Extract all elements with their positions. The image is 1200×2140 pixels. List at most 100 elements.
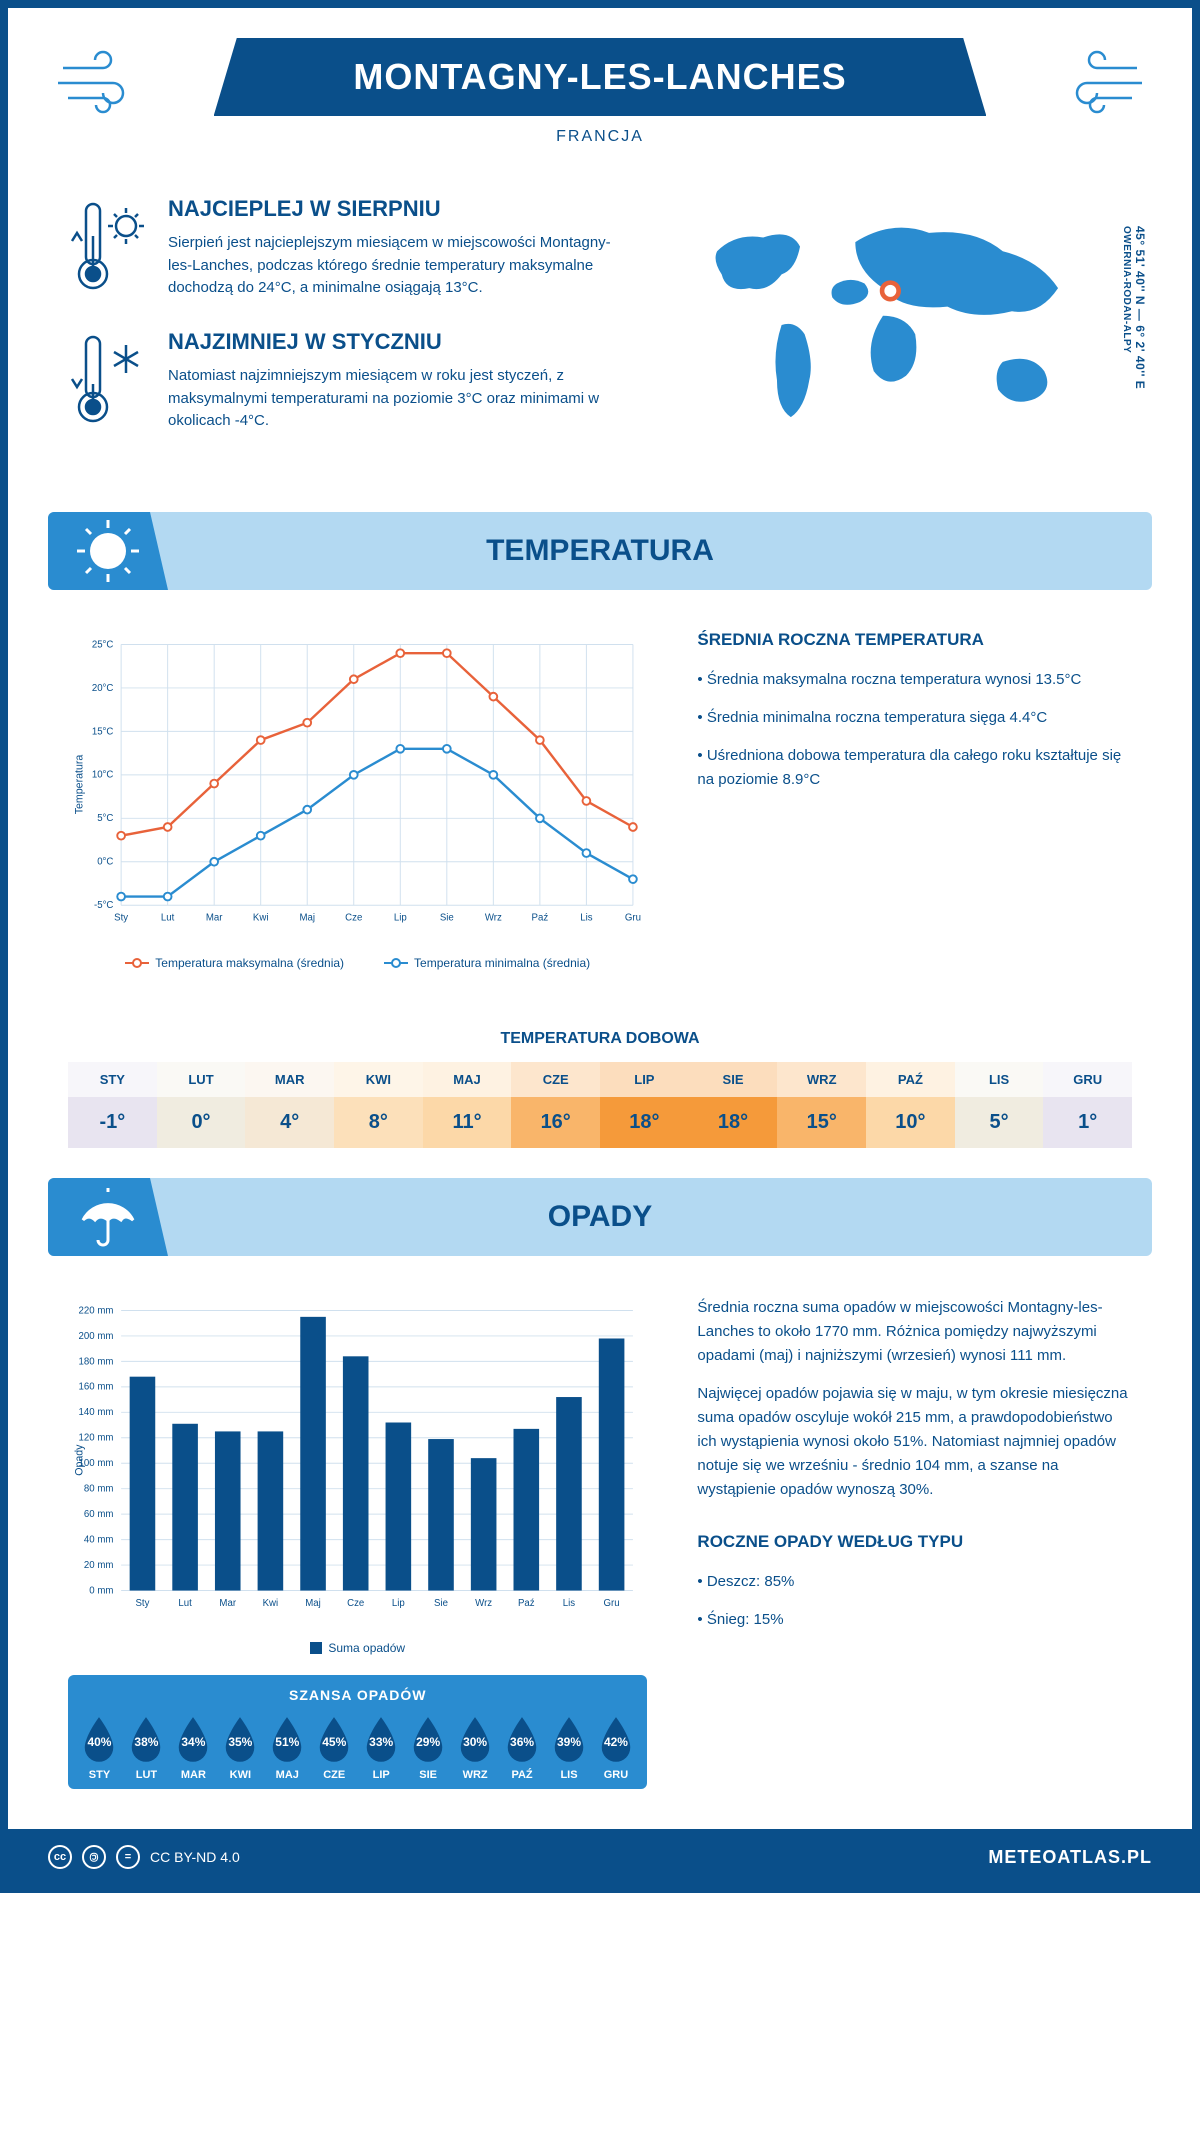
coldest-block: NAJZIMNIEJ W STYCZNIU Natomiast najzimni… — [68, 329, 631, 434]
daily-cell: MAJ11° — [423, 1062, 512, 1148]
sun-icon — [48, 512, 168, 590]
drop-icon: 33% — [362, 1715, 400, 1763]
daily-month: GRU — [1043, 1062, 1132, 1097]
svg-text:180 mm: 180 mm — [79, 1356, 114, 1367]
by-icon: 🄯 — [82, 1845, 106, 1869]
chance-month: LUT — [123, 1769, 170, 1781]
warmest-text: NAJCIEPLEJ W SIERPNIU Sierpień jest najc… — [168, 196, 631, 301]
chance-value: 42% — [604, 1735, 628, 1749]
precip-summary: Średnia roczna suma opadów w miejscowośc… — [697, 1296, 1132, 1789]
temp-bullet: • Uśredniona dobowa temperatura dla całe… — [697, 744, 1132, 792]
chance-month: SIE — [405, 1769, 452, 1781]
drop-icon: 38% — [127, 1715, 165, 1763]
svg-text:200 mm: 200 mm — [79, 1331, 114, 1342]
svg-text:Temperatura: Temperatura — [73, 755, 85, 815]
temp-bullet: • Średnia maksymalna roczna temperatura … — [697, 668, 1132, 692]
drop-icon: 35% — [221, 1715, 259, 1763]
daily-cell: WRZ15° — [777, 1062, 866, 1148]
precip-type-title: ROCZNE OPADY WEDŁUG TYPU — [697, 1532, 1132, 1552]
drop-icon: 30% — [456, 1715, 494, 1763]
svg-text:Lis: Lis — [580, 913, 593, 924]
chance-month: WRZ — [452, 1769, 499, 1781]
chance-value: 38% — [134, 1735, 158, 1749]
precip-chart-col: 0 mm20 mm40 mm60 mm80 mm100 mm120 mm140 … — [68, 1296, 647, 1789]
daily-cell: LIS5° — [955, 1062, 1044, 1148]
page: MONTAGNY-LES-LANCHES FRANCJA NAJCIEPLEJ … — [0, 0, 1200, 1893]
chance-value: 30% — [463, 1735, 487, 1749]
precip-title: OPADY — [548, 1200, 652, 1233]
temp-bullet: • Średnia minimalna roczna temperatura s… — [697, 706, 1132, 730]
svg-text:20 mm: 20 mm — [84, 1560, 113, 1571]
chance-title: SZANSA OPADÓW — [76, 1687, 639, 1703]
chance-month: STY — [76, 1769, 123, 1781]
coldest-title: NAJZIMNIEJ W STYCZNIU — [168, 329, 631, 355]
svg-text:25°C: 25°C — [92, 639, 114, 650]
daily-temp-table: STY-1°LUT0°MAR4°KWI8°MAJ11°CZE16°LIP18°S… — [68, 1062, 1132, 1148]
chance-value: 45% — [322, 1735, 346, 1749]
chance-cell: 29% SIE — [405, 1715, 452, 1781]
svg-text:Sty: Sty — [114, 913, 128, 924]
svg-text:Kwi: Kwi — [253, 913, 269, 924]
daily-temp-title: TEMPERATURA DOBOWA — [8, 1030, 1192, 1048]
svg-text:15°C: 15°C — [92, 726, 114, 737]
chance-cell: 45% CZE — [311, 1715, 358, 1781]
chance-box: SZANSA OPADÓW 40%STY38%LUT34%MAR35%KWI51… — [68, 1675, 647, 1789]
daily-cell: STY-1° — [68, 1062, 157, 1148]
chance-month: LIP — [358, 1769, 405, 1781]
daily-month: CZE — [511, 1062, 600, 1097]
temp-chart-svg: -5°C0°C5°C10°C15°C20°C25°CStyLutMarKwiMa… — [68, 630, 647, 939]
daily-value: 11° — [423, 1097, 512, 1148]
svg-text:0°C: 0°C — [97, 857, 113, 868]
daily-month: SIE — [689, 1062, 778, 1097]
svg-text:Opady: Opady — [73, 1444, 85, 1476]
daily-cell: PAŹ10° — [866, 1062, 955, 1148]
daily-value: 18° — [689, 1097, 778, 1148]
thermometer-snow-icon — [68, 329, 148, 434]
svg-text:Lut: Lut — [178, 1598, 192, 1609]
daily-cell: MAR4° — [245, 1062, 334, 1148]
precip-body: 0 mm20 mm40 mm60 mm80 mm100 mm120 mm140 … — [8, 1256, 1192, 1829]
daily-value: 18° — [600, 1097, 689, 1148]
svg-text:160 mm: 160 mm — [79, 1382, 114, 1393]
svg-text:5°C: 5°C — [97, 813, 113, 824]
region-text: OWERNIA-RODAN-ALPY — [1121, 226, 1132, 353]
daily-value: 4° — [245, 1097, 334, 1148]
legend-max: .legend-item:nth-child(1) .legend-swatch… — [125, 956, 344, 970]
chance-cell: 33% LIP — [358, 1715, 405, 1781]
chance-month: LIS — [546, 1769, 593, 1781]
daily-value: 5° — [955, 1097, 1044, 1148]
chance-month: MAR — [170, 1769, 217, 1781]
info-row: NAJCIEPLEJ W SIERPNIU Sierpień jest najc… — [8, 166, 1192, 492]
coords-text: 45° 51' 40'' N — 6° 2' 40'' E — [1133, 226, 1147, 389]
chance-month: CZE — [311, 1769, 358, 1781]
daily-month: WRZ — [777, 1062, 866, 1097]
wind-icon — [1052, 48, 1142, 123]
daily-month: STY — [68, 1062, 157, 1097]
chance-value: 29% — [416, 1735, 440, 1749]
svg-text:-5°C: -5°C — [94, 900, 113, 911]
temperature-summary: ŚREDNIA ROCZNA TEMPERATURA • Średnia mak… — [697, 630, 1132, 970]
chance-cell: 39% LIS — [546, 1715, 593, 1781]
svg-text:Kwi: Kwi — [263, 1598, 279, 1609]
svg-text:Wrz: Wrz — [475, 1598, 492, 1609]
svg-text:Lip: Lip — [394, 913, 407, 924]
warmest-block: NAJCIEPLEJ W SIERPNIU Sierpień jest najc… — [68, 196, 631, 301]
temperature-chart: -5°C0°C5°C10°C15°C20°C25°CStyLutMarKwiMa… — [68, 630, 647, 970]
drop-icon: 39% — [550, 1715, 588, 1763]
legend-precip-label: Suma opadów — [328, 1641, 405, 1655]
footer: cc 🄯 = CC BY-ND 4.0 METEOATLAS.PL — [8, 1829, 1192, 1885]
svg-text:Paź: Paź — [532, 913, 549, 924]
header: MONTAGNY-LES-LANCHES FRANCJA — [8, 8, 1192, 166]
svg-text:Gru: Gru — [604, 1598, 620, 1609]
chance-month: PAŹ — [499, 1769, 546, 1781]
chance-cell: 36% PAŹ — [499, 1715, 546, 1781]
svg-text:Gru: Gru — [625, 913, 641, 924]
precip-text-2: Najwięcej opadów pojawia się w maju, w t… — [697, 1382, 1132, 1502]
temperature-body: -5°C0°C5°C10°C15°C20°C25°CStyLutMarKwiMa… — [8, 590, 1192, 1010]
temperature-title: TEMPERATURA — [486, 534, 714, 567]
svg-text:Maj: Maj — [299, 913, 315, 924]
precip-legend: Suma opadów — [68, 1641, 647, 1655]
svg-text:Cze: Cze — [345, 913, 362, 924]
drop-icon: 36% — [503, 1715, 541, 1763]
cc-icon: cc — [48, 1845, 72, 1869]
